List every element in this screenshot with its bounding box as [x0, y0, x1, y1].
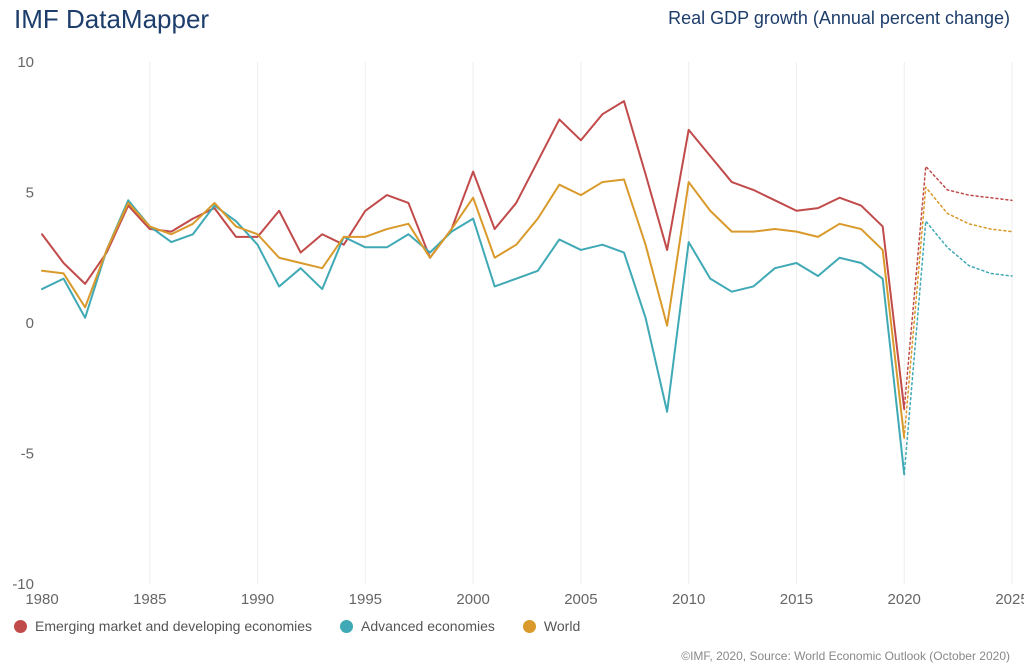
x-axis-label: 2010: [672, 591, 705, 604]
legend-item-advanced: Advanced economies: [340, 618, 495, 634]
x-axis-label: 2020: [888, 591, 921, 604]
x-axis-label: 1990: [241, 591, 274, 604]
x-axis-label: 2000: [456, 591, 489, 604]
legend-item-world: World: [523, 618, 580, 634]
legend-label: Advanced economies: [361, 618, 495, 634]
legend: Emerging market and developing economies…: [14, 618, 602, 634]
x-axis-label: 1995: [349, 591, 382, 604]
line-chart: -10-505101980198519901995200020052010201…: [0, 34, 1024, 604]
y-axis-label: 10: [17, 54, 34, 71]
legend-label: World: [544, 618, 580, 634]
y-axis-label: 5: [26, 185, 34, 202]
x-axis-label: 2005: [564, 591, 597, 604]
x-axis-label: 1980: [25, 591, 58, 604]
x-axis-label: 2015: [780, 591, 813, 604]
legend-dot-icon: [340, 620, 353, 633]
y-axis-label: -5: [21, 446, 34, 463]
chart-title: IMF DataMapper: [14, 4, 209, 35]
legend-dot-icon: [14, 620, 27, 633]
series-forecast-advanced: [904, 221, 1012, 474]
legend-label: Emerging market and developing economies: [35, 618, 312, 634]
legend-item-emerging: Emerging market and developing economies: [14, 618, 312, 634]
legend-dot-icon: [523, 620, 536, 633]
chart-container: IMF DataMapper Real GDP growth (Annual p…: [0, 0, 1024, 667]
source-text: ©IMF, 2020, Source: World Economic Outlo…: [681, 649, 1010, 663]
y-axis-label: 0: [26, 315, 34, 332]
x-axis-label: 1985: [133, 591, 166, 604]
x-axis-label: 2025: [995, 591, 1024, 604]
chart-subtitle: Real GDP growth (Annual percent change): [668, 8, 1010, 29]
